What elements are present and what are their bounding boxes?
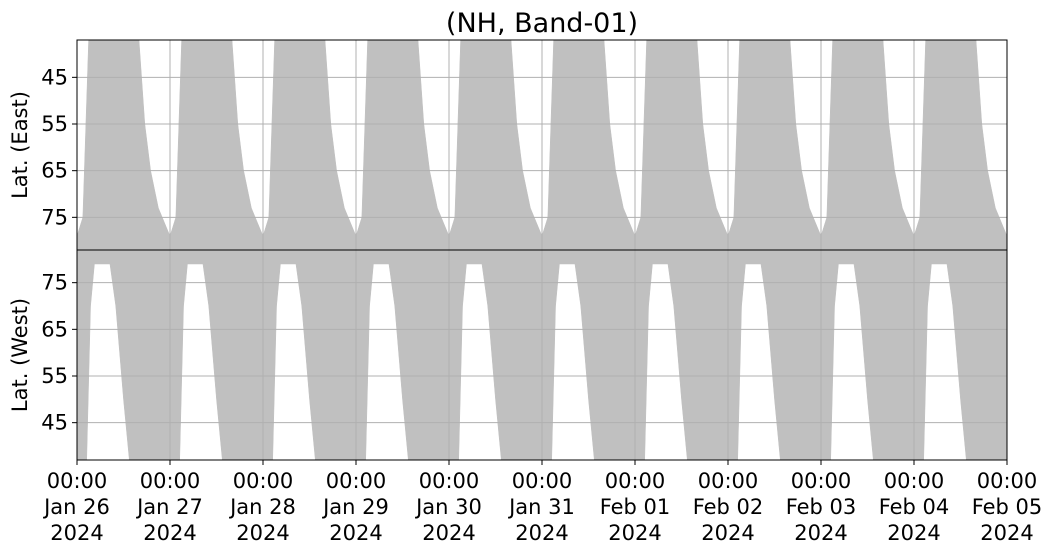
x-tick-label-line: Jan 30 [414,495,482,519]
x-tick-label-line: 00:00 [47,469,108,493]
y-tick-label: 75 [41,271,68,295]
x-tick-label: 00:00 Jan 30 2024 [414,469,482,545]
x-tick-label-line: Feb 02 [693,495,764,519]
x-tick-label-line: 00:00 [140,469,201,493]
x-tick-label-line: 00:00 [233,469,294,493]
x-tick-label-line: 00:00 [512,469,573,493]
x-tick-label-line: 2024 [980,521,1033,545]
x-tick-label-line: 2024 [50,521,103,545]
x-tick-label: 00:00 Feb 04 2024 [879,469,950,545]
x-tick-label-line: 2024 [515,521,568,545]
x-tick-label-line: 2024 [143,521,196,545]
coverage-area [76,39,1008,251]
x-tick-label: 00:00 Jan 29 2024 [321,469,389,545]
x-tick-label: 00:00 Jan 31 2024 [507,469,575,545]
x-tick-label-line: 00:00 [419,469,480,493]
x-tick-label-line: Feb 03 [786,495,857,519]
x-tick-label-line: 2024 [422,521,475,545]
x-tick-label: 00:00 Feb 02 2024 [693,469,764,545]
x-tick-label-line: 00:00 [977,469,1038,493]
x-tick-label-line: Feb 05 [972,495,1043,519]
chart-title: (NH, Band-01) [446,8,638,39]
y-tick-label: 55 [41,112,68,136]
x-tick-label-line: Feb 04 [879,495,950,519]
y-tick-label: 45 [41,411,68,435]
y-axis-label: Lat. (West) [8,298,32,412]
x-tick-label: 00:00 Feb 01 2024 [600,469,671,545]
x-tick-label-line: 00:00 [791,469,852,493]
y-tick-label: 55 [41,364,68,388]
y-tick-label: 45 [41,65,68,89]
x-tick-label: 00:00 Jan 27 2024 [135,469,203,545]
x-tick-label: 00:00 Feb 05 2024 [972,469,1043,545]
x-tick-label-line: Jan 27 [135,495,203,519]
x-tick-label-line: 00:00 [326,469,387,493]
x-tick-label-line: 00:00 [698,469,759,493]
x-tick-label-line: Jan 31 [507,495,575,519]
x-tick-label-line: 2024 [329,521,382,545]
x-tick-label: 00:00 Feb 03 2024 [786,469,857,545]
y-tick-label: 75 [41,205,68,229]
x-tick-label-line: 2024 [887,521,940,545]
x-tick-label-line: Jan 28 [228,495,296,519]
y-tick-label: 65 [41,317,68,341]
x-tick-label: 00:00 Jan 28 2024 [228,469,296,545]
x-tick-label-line: 2024 [608,521,661,545]
x-tick-label-line: Feb 01 [600,495,671,519]
x-tick-label-line: Jan 26 [42,495,110,519]
x-tick-label-line: Jan 29 [321,495,389,519]
x-tick-label: 00:00 Jan 26 2024 [42,469,110,545]
x-tick-label-line: 2024 [794,521,847,545]
x-tick-label-line: 2024 [701,521,754,545]
y-tick-label: 65 [41,159,68,183]
x-tick-label-line: 2024 [236,521,289,545]
x-tick-label-line: 00:00 [605,469,666,493]
y-axis-label: Lat. (East) [8,91,32,199]
x-tick-label-line: 00:00 [884,469,945,493]
